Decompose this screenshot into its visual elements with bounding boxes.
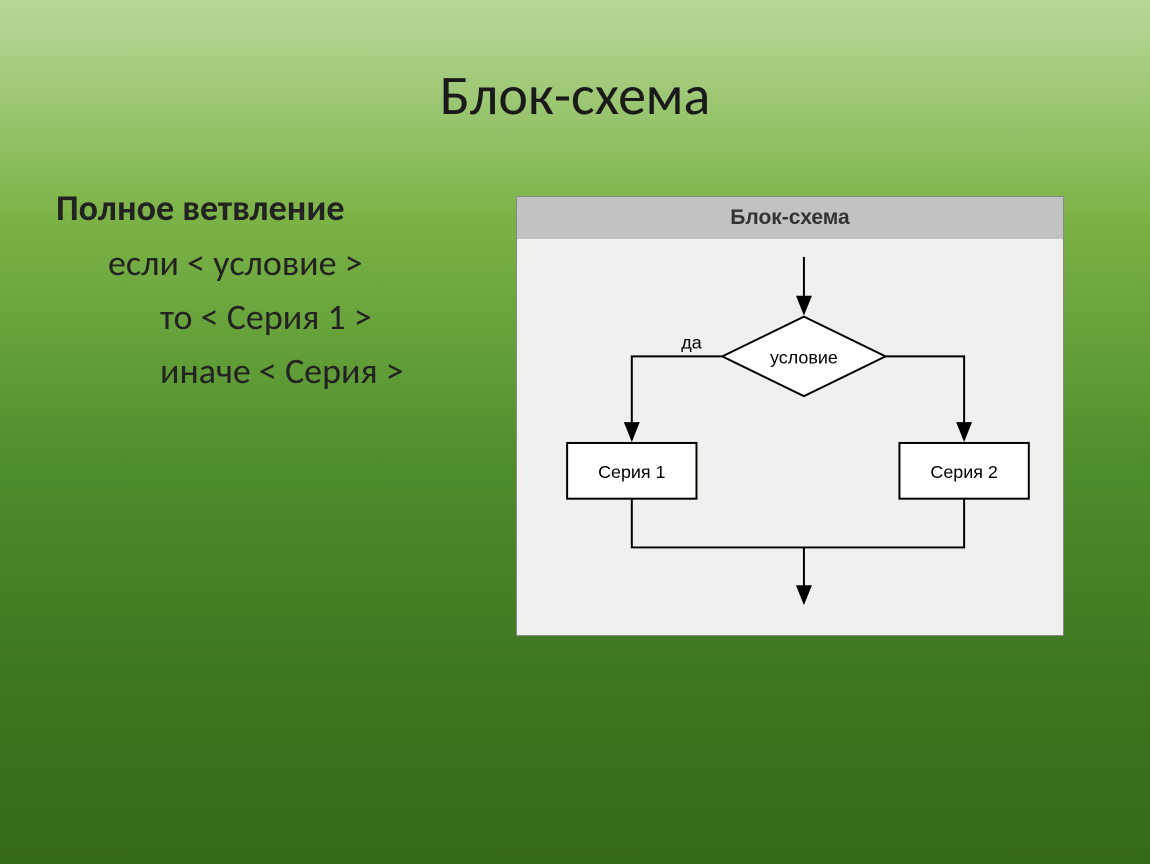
value-condition: < условие > [179,241,363,285]
pseudocode-line-then: то < Серия 1 > [108,290,516,344]
slide-title: Блок-схема [0,0,1150,130]
pseudocode-line-else: иначе < Серия > [108,344,516,398]
diagram-column: Блок-схема условие [516,178,1094,636]
edge-yes-label: да [681,332,701,352]
text-column: Полное ветвление если < условие > то < С… [56,178,516,636]
flowchart-header: Блок-схема [517,197,1063,239]
edge-join-left [632,499,804,548]
pseudocode-line-if: если < условие > [108,236,516,290]
flowchart-svg: условие да Серия 1 Серия 2 [517,239,1063,633]
keyword-then: то [160,295,193,339]
keyword-else: иначе [160,349,251,393]
subtitle: Полное ветвление [56,186,516,230]
node-series2-label: Серия 2 [930,462,997,482]
value-series2: < Серия > [251,349,404,393]
node-series1-label: Серия 1 [598,462,665,482]
pseudocode-block: если < условие > то < Серия 1 > иначе < … [56,236,516,398]
node-decision-label: условие [770,347,838,367]
flowchart-container: Блок-схема условие [516,196,1064,636]
keyword-if: если [108,241,179,285]
content-area: Полное ветвление если < условие > то < С… [0,130,1150,636]
flowchart-body: условие да Серия 1 Серия 2 [517,239,1063,633]
edge-join-right [804,499,964,548]
edge-no [886,356,965,440]
edge-yes [632,356,723,440]
value-series1: < Серия 1 > [193,295,372,339]
